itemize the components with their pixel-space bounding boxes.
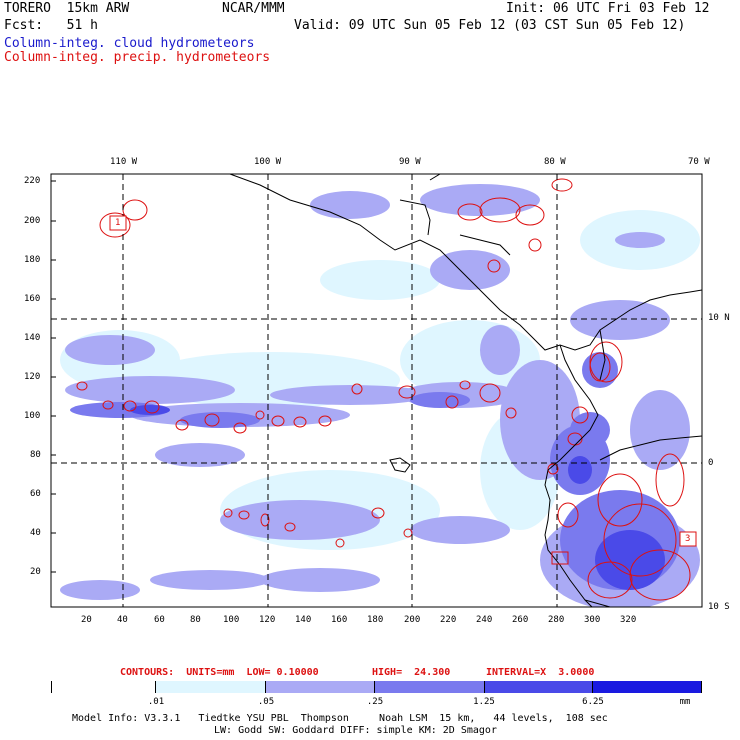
y-tick-200: 200 bbox=[24, 216, 41, 226]
x-tick-320: 320 bbox=[620, 615, 637, 625]
contour-box-3 bbox=[679, 531, 697, 547]
y-tick-80: 80 bbox=[30, 450, 41, 460]
x-tick-220: 220 bbox=[440, 615, 457, 625]
x-tick-200: 200 bbox=[404, 615, 421, 625]
x-tick-160: 160 bbox=[331, 615, 348, 625]
y-tick-160: 160 bbox=[24, 294, 41, 304]
lon-label-80w: 80 W bbox=[544, 157, 566, 167]
lon-label-70w: 70 W bbox=[688, 157, 710, 167]
y-tick-40: 40 bbox=[30, 528, 41, 538]
x-tick-300: 300 bbox=[584, 615, 601, 625]
colorbar-seg-0 bbox=[52, 681, 156, 693]
colorbar-label-4: 6.25 bbox=[582, 697, 604, 707]
precip-legend: Column-integ. precip. hydrometeors bbox=[4, 50, 271, 65]
x-tick-120: 120 bbox=[259, 615, 276, 625]
cloud-legend: Column-integ. cloud hydrometeors bbox=[4, 36, 255, 51]
lat-label-0: 0 bbox=[708, 458, 714, 468]
y-tick-120: 120 bbox=[24, 372, 41, 382]
colorbar-label-0: .01 bbox=[147, 697, 165, 707]
y-tick-180: 180 bbox=[24, 255, 41, 265]
y-tick-220: 220 bbox=[24, 176, 41, 186]
y-tick-140: 140 bbox=[24, 333, 41, 343]
axis-ticks bbox=[51, 180, 56, 573]
org-label: NCAR/MMM bbox=[222, 1, 285, 16]
x-tick-100: 100 bbox=[223, 615, 240, 625]
x-tick-260: 260 bbox=[512, 615, 529, 625]
x-tick-180: 180 bbox=[367, 615, 384, 625]
lon-label-110w: 110 W bbox=[110, 157, 138, 167]
coastlines bbox=[229, 174, 702, 607]
contour-box-3-label: 3 bbox=[685, 534, 691, 544]
x-tick-60: 60 bbox=[154, 615, 165, 625]
model-title: TORERO 15km ARW bbox=[4, 1, 130, 16]
contour-box-1-label: 1 bbox=[115, 218, 121, 228]
colorbar-seg-3 bbox=[375, 681, 485, 693]
colorbar-seg-1 bbox=[156, 681, 266, 693]
lon-label-90w: 90 W bbox=[399, 157, 421, 167]
plot-frame bbox=[50, 173, 703, 608]
lat-label-10s: 10 S bbox=[708, 602, 730, 612]
contour-high: HIGH= 24.300 bbox=[372, 667, 451, 678]
contour-box-1 bbox=[109, 215, 127, 231]
physics-info: LW: Godd SW: Goddard DIFF: simple KM: 2D… bbox=[214, 725, 497, 736]
x-tick-80: 80 bbox=[190, 615, 201, 625]
init-time: Init: 06 UTC Fri 03 Feb 12 bbox=[506, 1, 710, 16]
colorbar-label-2: .25 bbox=[366, 697, 384, 707]
forecast-hour: Fcst: 51 h bbox=[4, 18, 98, 33]
lon-label-100w: 100 W bbox=[254, 157, 282, 167]
contour-units: CONTOURS: UNITS=mm LOW= 0.10000 bbox=[120, 667, 319, 678]
colorbar-label-1: .05 bbox=[257, 697, 275, 707]
x-tick-140: 140 bbox=[295, 615, 312, 625]
model-info: Model Info: V3.3.1 Tiedtke YSU PBL Thomp… bbox=[72, 713, 608, 724]
colorbar-seg-2 bbox=[266, 681, 375, 693]
y-tick-60: 60 bbox=[30, 489, 41, 499]
x-tick-20: 20 bbox=[81, 615, 92, 625]
precip-contours bbox=[76, 178, 691, 601]
contour-interval: INTERVAL=X 3.0000 bbox=[486, 667, 595, 678]
colorbar-seg-4 bbox=[485, 681, 593, 693]
x-tick-280: 280 bbox=[548, 615, 565, 625]
colorbar-seg-5 bbox=[593, 681, 701, 693]
valid-time: Valid: 09 UTC Sun 05 Feb 12 (03 CST Sun … bbox=[294, 18, 686, 33]
contour-box-small bbox=[551, 551, 569, 565]
x-tick-240: 240 bbox=[476, 615, 493, 625]
x-tick-40: 40 bbox=[117, 615, 128, 625]
lat-label-10n: 10 N bbox=[708, 313, 730, 323]
colorbar-label-3: 1.25 bbox=[473, 697, 495, 707]
lat-lon-grid bbox=[51, 174, 702, 607]
y-tick-20: 20 bbox=[30, 567, 41, 577]
colorbar-units: mm bbox=[679, 697, 691, 707]
y-tick-100: 100 bbox=[24, 411, 41, 421]
